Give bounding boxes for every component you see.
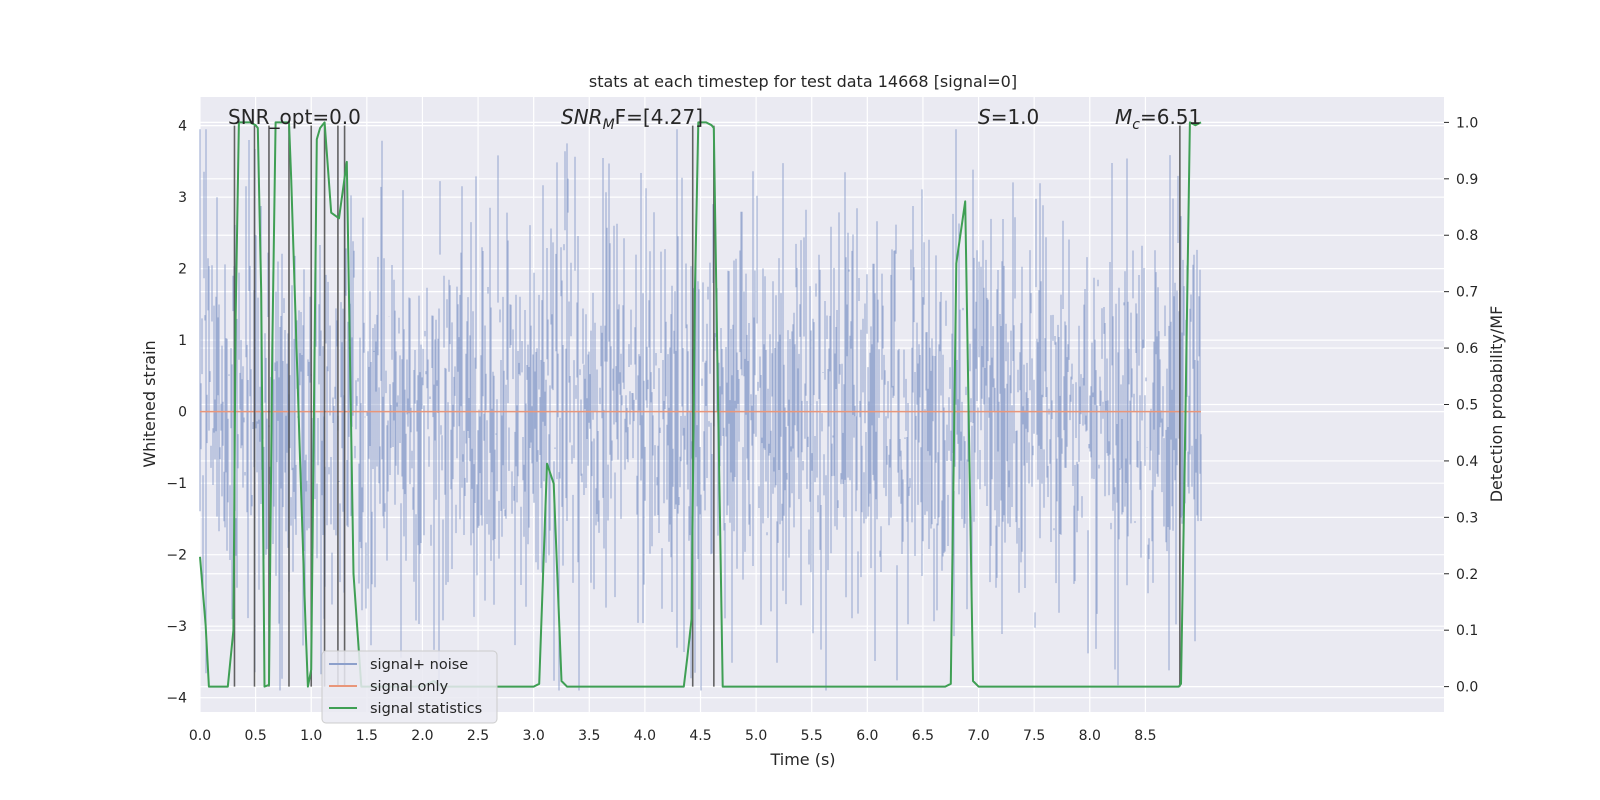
legend-label-signal-only: signal only <box>370 679 449 695</box>
y-tick-label: 3 <box>178 190 187 206</box>
y-tick-label: 1 <box>178 333 187 349</box>
y-tick-label: 4 <box>178 119 187 135</box>
x-tick-label: 8.0 <box>1079 728 1101 744</box>
x-tick-label: 4.0 <box>634 728 656 744</box>
annotation-s-tail: =1.0 <box>991 105 1040 129</box>
legend-label-statistics: signal statistics <box>370 701 482 717</box>
y2-tick-label: 1.0 <box>1456 115 1478 131</box>
x-tick-label: 3.0 <box>523 728 545 744</box>
y2-axis-label: Detection probability/MF <box>1487 306 1506 503</box>
y2-tick-label: 0.1 <box>1456 623 1478 639</box>
x-tick-label: 4.5 <box>689 728 711 744</box>
y2-tick-label: 0.6 <box>1456 341 1478 357</box>
x-axis-label: Time (s) <box>769 750 835 769</box>
annotation-mc: Mc=6.51 <box>1115 105 1201 133</box>
y2-tick-label: 0.2 <box>1456 567 1478 583</box>
x-tick-label: 2.5 <box>467 728 489 744</box>
annotation-mc-tail: =6.51 <box>1140 105 1201 129</box>
x-tick-label: 6.5 <box>912 728 934 744</box>
y-tick-label: 0 <box>178 405 187 421</box>
x-tick-label: 1.0 <box>300 728 322 744</box>
y2-tick-label: 0.5 <box>1456 398 1478 414</box>
y2-tick-label: 0.9 <box>1456 172 1478 188</box>
y2-tick-label: 0.4 <box>1456 454 1478 470</box>
y-tick-label: −2 <box>166 548 187 564</box>
chart-title: stats at each timestep for test data 146… <box>589 72 1017 91</box>
x-tick-label: 5.5 <box>801 728 823 744</box>
x-tick-label: 8.5 <box>1134 728 1156 744</box>
annotation-snr-mf-main: SNR <box>561 105 603 129</box>
y-axis-label: Whitened strain <box>140 340 159 467</box>
annotation-mc-main: M <box>1115 105 1132 129</box>
y-tick-label: −1 <box>166 476 187 492</box>
y2-tick-label: 0.3 <box>1456 510 1478 526</box>
annotation-mc-sub: c <box>1132 117 1140 133</box>
x-tick-label: 2.0 <box>411 728 433 744</box>
annotation-snr-opt: SNR_opt=0.0 <box>228 105 361 129</box>
legend-box <box>321 650 498 724</box>
tick-labels: 0.0 0.5 1.0 1.5 2.0 2.5 3.0 3.5 4.0 4.5 5.0 5.5 6.0 6… <box>166 115 1478 744</box>
legend-label-noise: signal+ noise <box>370 657 468 673</box>
x-tick-label: 0.0 <box>189 728 211 744</box>
x-tick-label: 3.5 <box>578 728 600 744</box>
y2-tick-label: 0.7 <box>1456 285 1478 301</box>
annotation-s: S=1.0 <box>978 105 1039 129</box>
annotation-snr-mf: SNRMF=[4.27] <box>561 105 703 133</box>
annotation-snr-mf-tail: F=[4.27] <box>615 105 703 129</box>
x-tick-label: 7.5 <box>1023 728 1045 744</box>
detection-vlines <box>233 125 1181 687</box>
x-tick-label: 5.0 <box>745 728 767 744</box>
y2-tick-label: 0.8 <box>1456 228 1478 244</box>
annotation-s-main: S <box>978 105 991 129</box>
x-tick-label: 6.0 <box>856 728 878 744</box>
x-tick-label: 1.5 <box>356 728 378 744</box>
annotation-snr-mf-sub: M <box>603 117 615 133</box>
y-tick-label: 2 <box>178 262 187 278</box>
legend: signal+ noise signal only signal statist… <box>321 650 498 724</box>
x-tick-label: 0.5 <box>244 728 266 744</box>
y-tick-label: −4 <box>166 691 187 707</box>
y2-tick-label: 0.0 <box>1456 680 1478 696</box>
x-tick-label: 7.0 <box>967 728 989 744</box>
y-tick-label: −3 <box>166 619 187 635</box>
